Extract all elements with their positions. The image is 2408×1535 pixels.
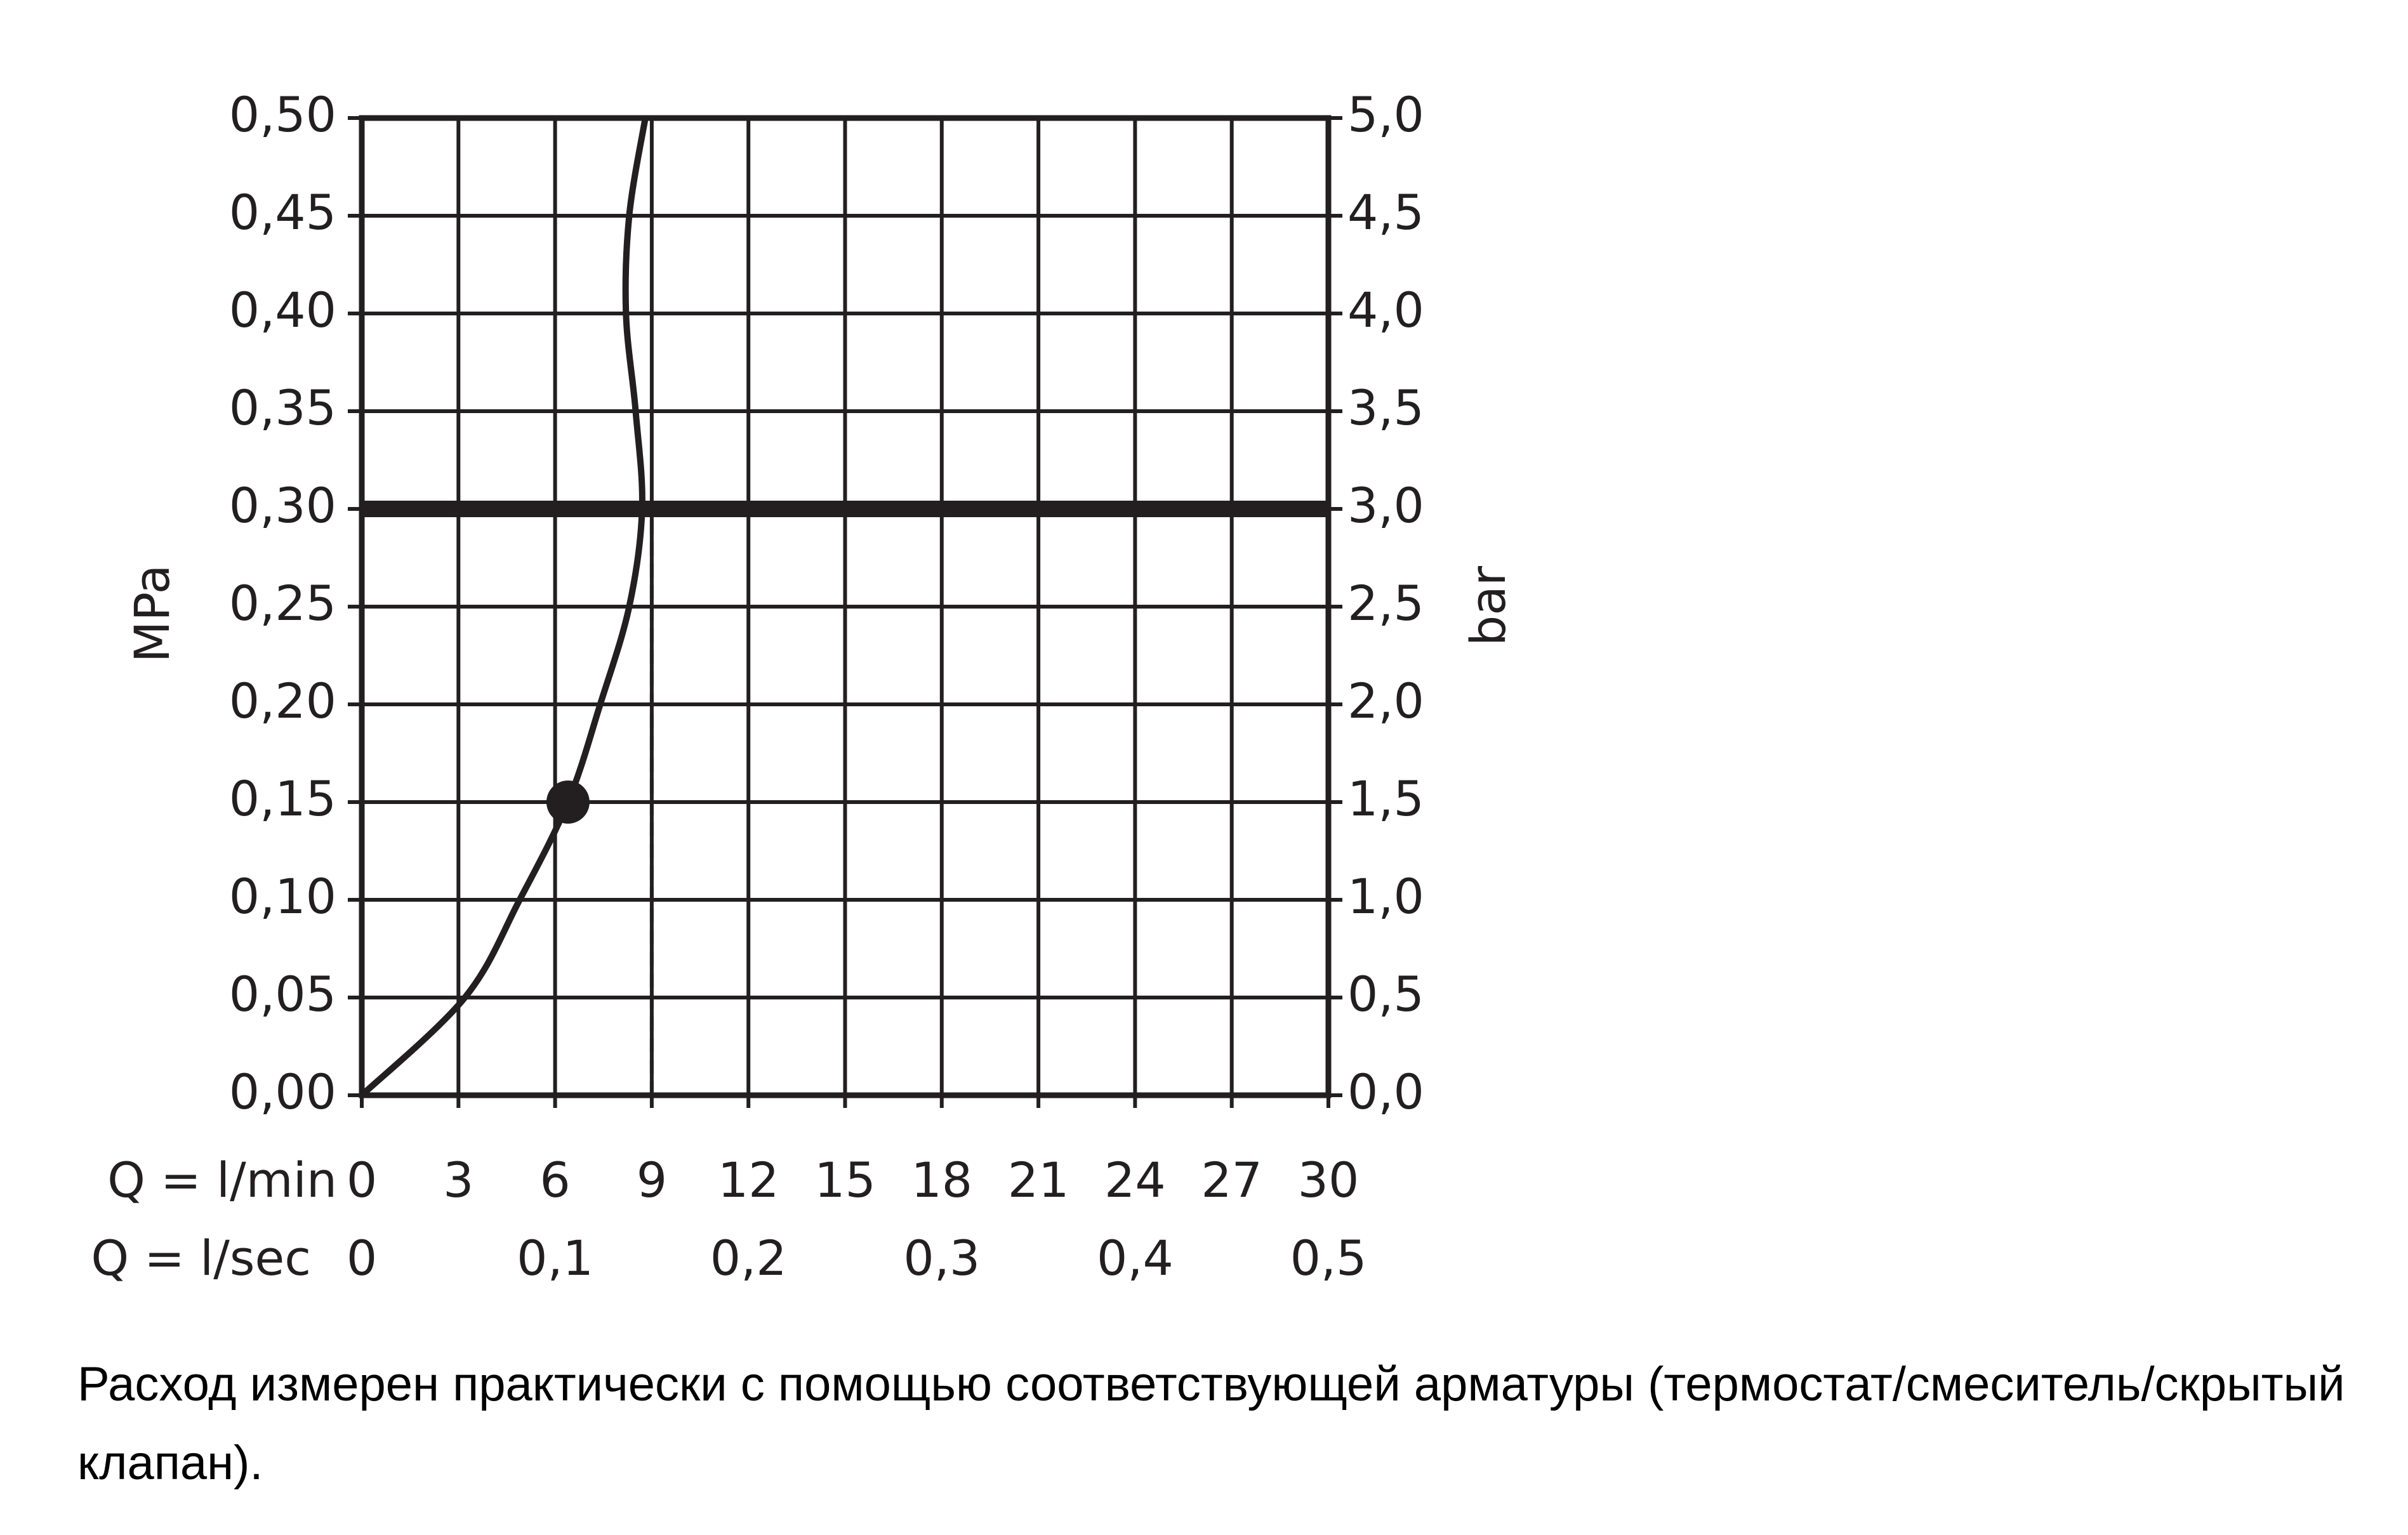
y-tick-label: 0,25 [229,575,336,631]
x-axis-label: Q = l/min [107,1152,337,1208]
x-tick-label: 18 [911,1152,972,1208]
y2-axis-label: bar [1460,565,1516,646]
y2-tick-label: 3,5 [1347,379,1424,436]
y-tick-label: 0,40 [229,282,336,338]
y-tick-label: 0,50 [229,86,336,143]
y-tick-label: 0,35 [229,379,336,436]
y2-tick-label: 5,0 [1347,86,1424,143]
x2-tick-label: 0,1 [517,1230,593,1286]
x-tick-label: 6 [539,1152,570,1208]
y-tick-label: 0,05 [229,966,336,1022]
y2-tick-label: 1,0 [1347,868,1424,925]
y-tick-label: 0,15 [229,770,336,827]
y-axis-label: MPa [124,565,180,663]
y-tick-label: 0,30 [229,477,336,534]
caption: Расход измерен практически с помощью соо… [77,1357,2345,1490]
y-tick-label: 0,10 [229,868,336,925]
x2-tick-label: 0,5 [1290,1230,1367,1286]
chart: Q = l/min Q = l/sec MPa bar 0,000,050,10… [91,86,1516,1286]
x-tick-label: 30 [1298,1152,1359,1208]
x2-tick-label: 0,2 [710,1230,787,1286]
curve [359,117,649,1098]
y2-tick-label: 4,5 [1347,184,1424,240]
x-tick-label: 0 [347,1152,377,1208]
y2-tick-label: 3,0 [1347,477,1424,534]
highlight-point [546,781,590,824]
x-tick-label: 3 [443,1152,473,1208]
y-tick-label: 0,20 [229,673,336,729]
x2-tick-label: 0 [347,1230,377,1286]
x2-axis-label: Q = l/sec [91,1230,311,1286]
y2-tick-label: 2,0 [1347,673,1424,729]
x2-tick-label: 0,3 [903,1230,980,1286]
y2-tick-label: 0,0 [1347,1064,1424,1120]
y2-tick-label: 4,0 [1347,282,1424,338]
x-tick-label: 9 [637,1152,667,1208]
x-tick-label: 27 [1201,1152,1262,1208]
x-tick-label: 21 [1008,1152,1069,1208]
x-tick-label: 12 [718,1152,779,1208]
y2-tick-label: 1,5 [1347,770,1424,827]
y2-tick-label: 2,5 [1347,575,1424,631]
x-tick-label: 24 [1104,1152,1166,1208]
x-tick-label: 15 [814,1152,876,1208]
plot-frame [359,115,1332,1098]
y-tick-label: 0,45 [229,184,336,240]
y-tick-label: 0,00 [229,1064,336,1120]
x2-tick-label: 0,4 [1097,1230,1174,1286]
y2-tick-label: 0,5 [1347,966,1424,1022]
